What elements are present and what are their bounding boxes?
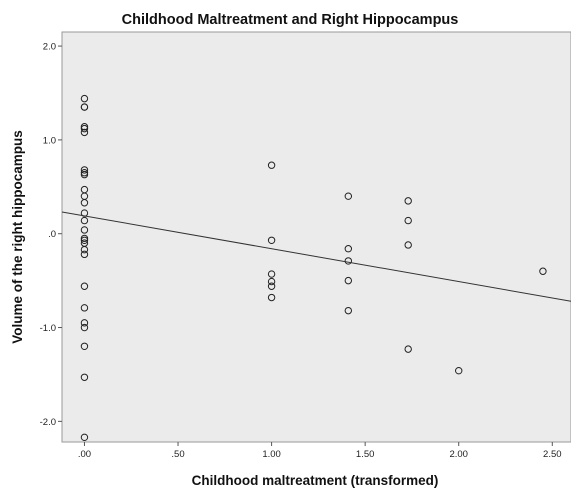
data-point [267, 161, 276, 169]
data-point [267, 236, 276, 244]
data-point [539, 267, 547, 275]
data-point [267, 277, 276, 286]
data-point [344, 245, 353, 253]
y-tick-label: -2.0 [40, 417, 56, 428]
data-points [80, 94, 547, 442]
x-axis-label: Childhood maltreatment (transformed) [192, 473, 439, 488]
data-point [344, 257, 353, 265]
data-point [80, 245, 89, 254]
data-point [80, 282, 89, 290]
data-point [404, 241, 412, 249]
data-point [80, 103, 89, 111]
data-point [80, 250, 89, 259]
data-point [80, 234, 89, 243]
data-point [344, 192, 353, 200]
x-tick-label: .00 [78, 449, 91, 460]
data-point [404, 345, 412, 353]
chart-title: Childhood Maltreatment and Right Hippoca… [122, 12, 459, 28]
data-point [80, 319, 89, 327]
data-point [80, 123, 89, 131]
data-point [80, 216, 89, 225]
data-point [80, 226, 89, 234]
x-tick-label: 2.50 [543, 449, 562, 460]
data-point [404, 216, 412, 225]
x-tick-label: 1.00 [262, 449, 281, 460]
plot-area [61, 31, 571, 443]
data-point [80, 170, 89, 179]
data-point [80, 433, 89, 442]
y-axis-label: Volume of the right hippocampus [10, 130, 25, 344]
x-tick-label: 1.50 [356, 449, 375, 460]
data-point [80, 169, 89, 177]
regression-line [61, 211, 571, 302]
data-point [267, 270, 276, 278]
data-point [80, 323, 89, 332]
data-point [80, 304, 89, 312]
y-tick-label: .0 [48, 229, 56, 240]
y-tick-label: -1.0 [40, 323, 56, 334]
data-point [267, 293, 276, 302]
data-point [80, 342, 89, 351]
data-point [455, 366, 463, 375]
data-point [80, 199, 89, 207]
data-point [80, 236, 89, 244]
data-point [404, 197, 412, 205]
data-point [80, 166, 89, 174]
data-point [344, 306, 353, 315]
data-point [80, 128, 89, 137]
data-point [344, 276, 353, 285]
axis-ticks: .00 .50 1.00 1.50 2.00 2.50 2.0 1.0 .0 -1.0 -2.0 [40, 42, 562, 460]
data-point [267, 282, 276, 290]
x-tick-label: 2.00 [449, 449, 468, 460]
data-point [80, 124, 89, 133]
data-point [80, 373, 89, 381]
x-tick-label: .50 [171, 449, 184, 460]
y-tick-label: 2.0 [43, 42, 56, 53]
data-point [80, 94, 89, 103]
y-tick-label: 1.0 [43, 135, 56, 146]
